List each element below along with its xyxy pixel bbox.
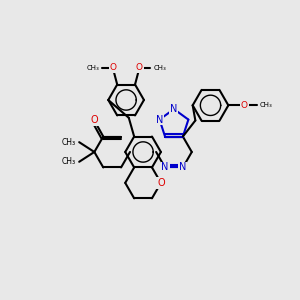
Text: O: O: [91, 116, 98, 125]
Text: N: N: [161, 162, 169, 172]
Text: O: O: [241, 101, 248, 110]
Text: CH₃: CH₃: [62, 138, 76, 147]
Text: N: N: [179, 162, 187, 172]
Text: CH₃: CH₃: [260, 102, 273, 108]
Text: N: N: [156, 115, 163, 124]
Text: O: O: [136, 63, 143, 72]
Text: O: O: [157, 178, 165, 188]
Text: CH₃: CH₃: [153, 64, 166, 70]
Text: N: N: [170, 104, 178, 114]
Text: CH₃: CH₃: [62, 157, 76, 166]
Text: CH₃: CH₃: [86, 64, 99, 70]
Text: O: O: [109, 63, 116, 72]
